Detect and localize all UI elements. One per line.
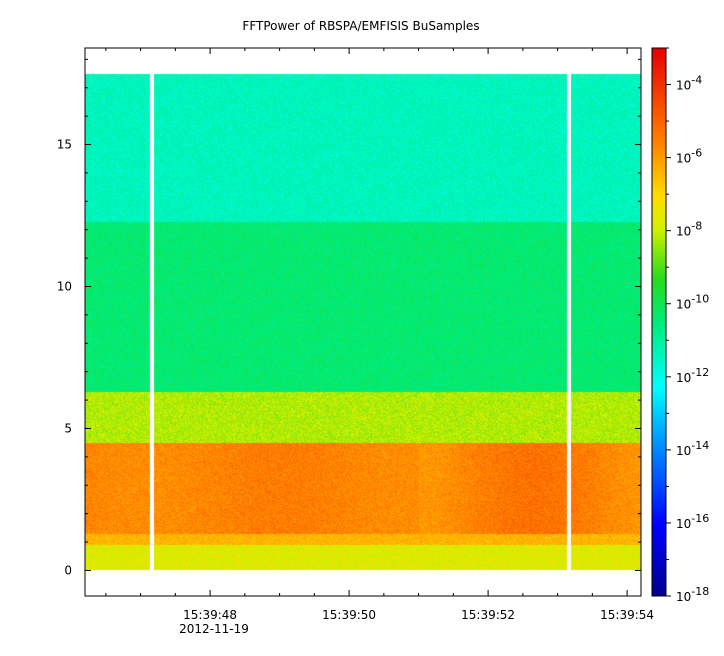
spectrogram-image [85,48,641,596]
y-tick-label: 5 [64,421,72,435]
y-tick-label: 15 [57,138,72,152]
colorbar-tick-label: 10-16 [676,512,709,531]
plot-frame [84,47,642,597]
colorbar-frame [651,47,667,597]
y-tick-label: 0 [64,563,72,577]
colorbar-tick-label: 10-18 [676,585,709,604]
x-tick-label: 15:39:52 [461,608,515,622]
chart-title: FFTPower of RBSPA/EMFISIS BuSamples [242,19,479,33]
colorbar-tick-label: 10-10 [676,293,709,312]
y-tick-label: 10 [57,280,72,294]
x-tick-label: 15:39:50 [322,608,376,622]
colorbar-tick-label: 10-4 [676,74,702,93]
colorbar-tick-label: 10-12 [676,366,709,385]
colorbar-tick-label: 10-14 [676,439,709,458]
colorbar-tick-label: 10-8 [676,220,702,239]
x-tick-label: 15:39:48 [183,608,237,622]
colorbar-tick-label: 10-6 [676,147,702,166]
x-tick-label: 15:39:54 [600,608,654,622]
x-axis: 15:39:48 15:39:50 15:39:52 15:39:54 [105,48,654,622]
colorbar-gradient [652,48,666,596]
colorbar-axis: 10-4 10-6 10-8 10-10 10-12 10-14 10-16 10-18 [666,47,709,604]
y-axis: 0 5 10 15 [57,58,641,577]
x-date-label: 2012-11-19 [179,622,249,636]
